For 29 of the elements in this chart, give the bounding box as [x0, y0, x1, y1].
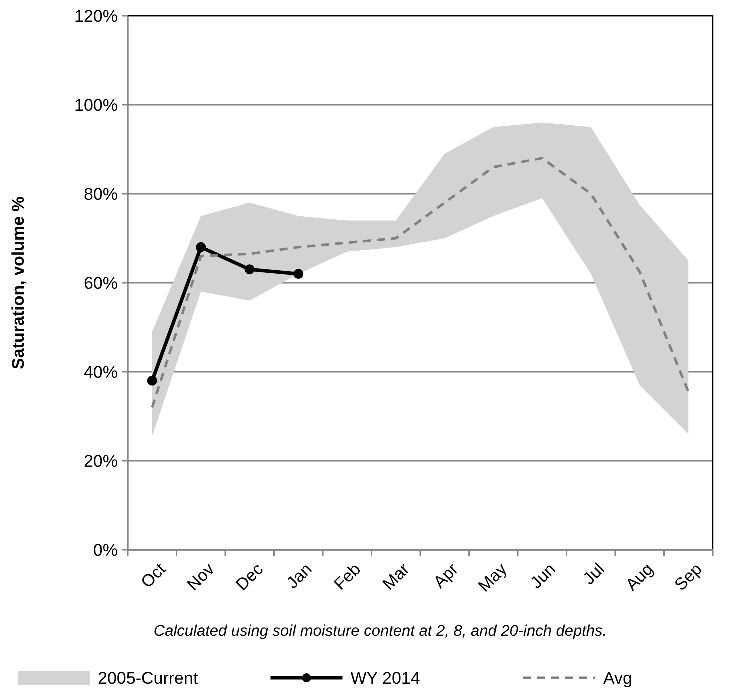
x-tick-label: Jul	[580, 560, 608, 589]
text: Calculated using soil moisture content at 2, 8, and 20-inch depths.	[154, 623, 608, 640]
x-tick-label: Oct	[137, 560, 170, 592]
point	[294, 269, 304, 280]
point	[147, 376, 158, 386]
x-tick-label: May	[474, 559, 512, 596]
x-tick-label: Nov	[184, 559, 219, 595]
line-series	[151, 157, 690, 409]
y-tick-label: 120%	[74, 6, 118, 26]
x-tick-label: Apr	[430, 560, 462, 592]
x-tick-label: Jun	[526, 560, 560, 593]
x-tick-label: Sep	[671, 560, 706, 595]
point	[196, 242, 206, 252]
x-tick-label: Aug	[622, 560, 658, 595]
x-tick-label: Feb	[330, 560, 365, 594]
y-tick-label: 60%	[84, 274, 118, 293]
y-axis-title: Saturation, volume %	[9, 196, 28, 370]
x-tick-label: Mar	[379, 560, 414, 594]
y-tick-label: 40%	[84, 362, 118, 382]
x-tick-label: Dec	[232, 559, 268, 595]
legend-label: 2005-Current	[98, 668, 198, 688]
y-tick-label: 80%	[84, 184, 118, 204]
y-tick-label: 0%	[93, 540, 118, 560]
x-tick-label: Jan	[283, 560, 316, 593]
legend-label: Avg	[603, 668, 632, 688]
point	[244, 264, 255, 275]
legend-label: WY 2014	[350, 668, 420, 688]
y-tick-label: 100%	[74, 96, 118, 115]
y-tick-label: 20%	[84, 452, 118, 471]
